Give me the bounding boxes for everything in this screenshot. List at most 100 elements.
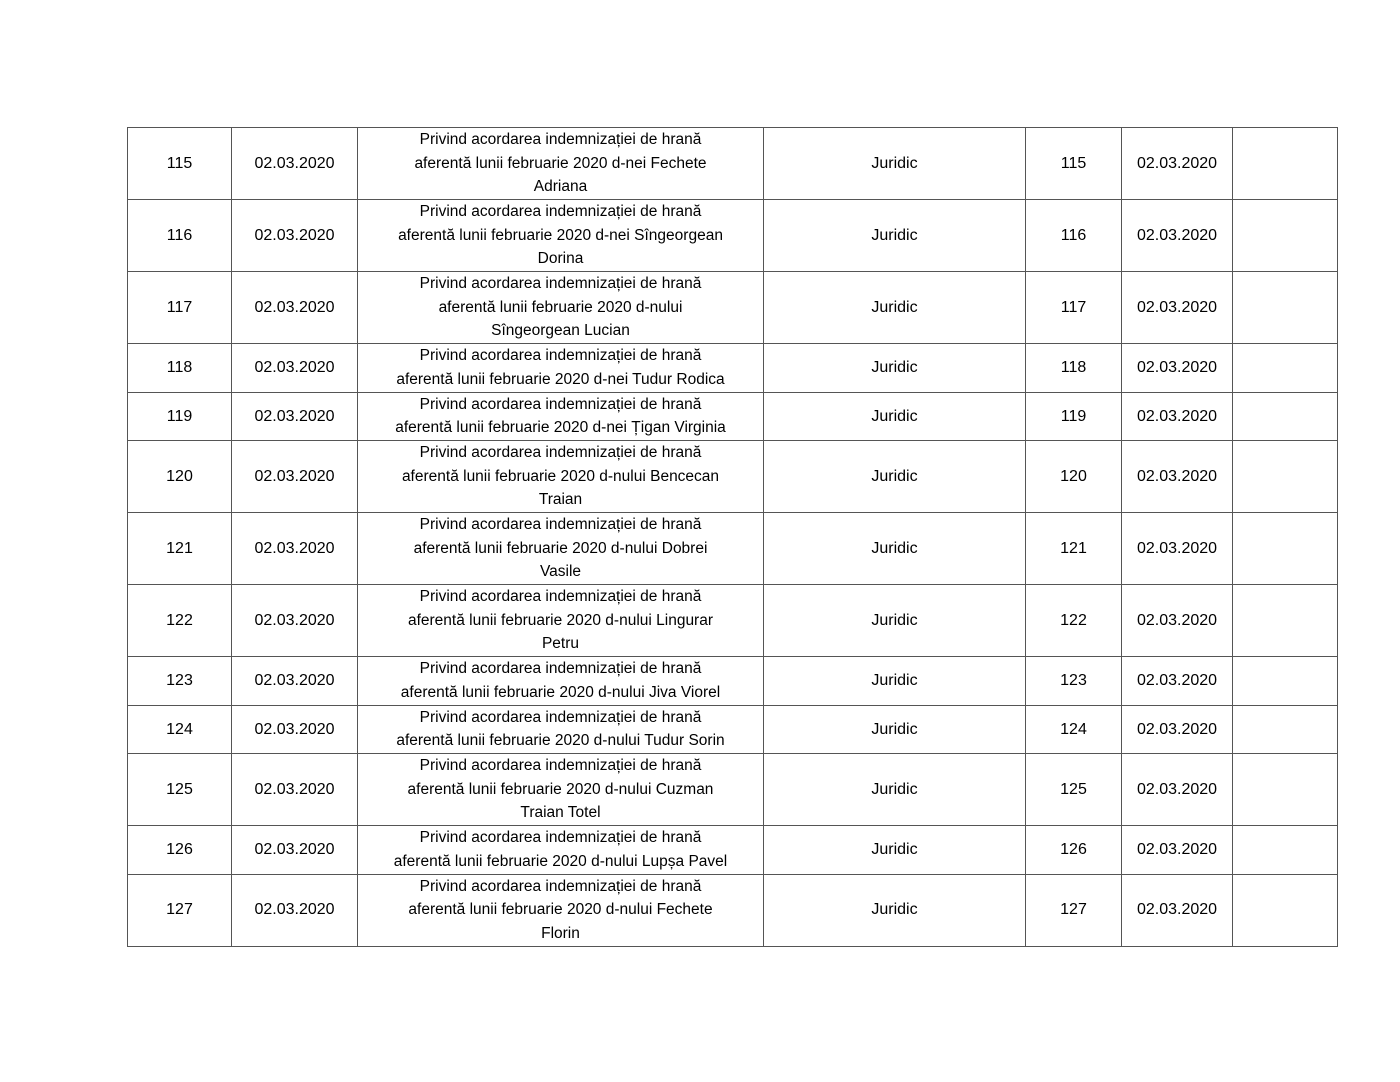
notes-cell bbox=[1232, 391, 1338, 441]
date-cell: 02.03.2020 bbox=[231, 440, 358, 513]
table-row: 119 02.03.2020 Privind acordarea indemniza… bbox=[127, 391, 1338, 441]
number-cell: 122 bbox=[127, 584, 232, 657]
number-cell-2: 115 bbox=[1025, 127, 1122, 200]
table-row: 123 02.03.2020 Privind acordarea indemniza… bbox=[127, 656, 1338, 706]
number-cell: 115 bbox=[127, 127, 232, 200]
date-cell: 02.03.2020 bbox=[231, 512, 358, 585]
date-cell: 02.03.2020 bbox=[231, 704, 358, 754]
table-row: 122 02.03.2020 Privind acordarea indemniza… bbox=[127, 584, 1338, 657]
date-cell: 02.03.2020 bbox=[231, 343, 358, 393]
number-cell-2: 121 bbox=[1025, 512, 1122, 585]
department-cell: Juridic bbox=[763, 825, 1026, 875]
notes-cell bbox=[1232, 343, 1338, 393]
notes-cell bbox=[1232, 825, 1338, 875]
description-cell: Privind acordarea indemnizației de hrană… bbox=[357, 271, 764, 344]
date-cell-2: 02.03.2020 bbox=[1121, 391, 1233, 441]
number-cell-2: 127 bbox=[1025, 873, 1122, 947]
date-cell: 02.03.2020 bbox=[231, 391, 358, 441]
table-row: 127 02.03.2020 Privind acordarea indemniza… bbox=[127, 873, 1338, 947]
notes-cell bbox=[1232, 753, 1338, 826]
notes-cell bbox=[1232, 127, 1338, 200]
notes-cell bbox=[1232, 584, 1338, 657]
table-row: 116 02.03.2020 Privind acordarea indemniza… bbox=[127, 199, 1338, 272]
description-cell: Privind acordarea indemnizației de hrană… bbox=[357, 656, 764, 706]
number-cell-2: 116 bbox=[1025, 199, 1122, 272]
date-cell-2: 02.03.2020 bbox=[1121, 584, 1233, 657]
department-cell: Juridic bbox=[763, 127, 1026, 200]
department-cell: Juridic bbox=[763, 391, 1026, 441]
number-cell-2: 120 bbox=[1025, 440, 1122, 513]
number-cell-2: 122 bbox=[1025, 584, 1122, 657]
department-cell: Juridic bbox=[763, 584, 1026, 657]
date-cell-2: 02.03.2020 bbox=[1121, 825, 1233, 875]
date-cell-2: 02.03.2020 bbox=[1121, 873, 1233, 947]
table-row: 115 02.03.2020 Privind acordarea indemniza… bbox=[127, 127, 1338, 200]
description-cell: Privind acordarea indemnizației de hrană… bbox=[357, 127, 764, 200]
table-row: 120 02.03.2020 Privind acordarea indemniza… bbox=[127, 440, 1338, 513]
date-cell: 02.03.2020 bbox=[231, 584, 358, 657]
notes-cell bbox=[1232, 873, 1338, 947]
description-cell: Privind acordarea indemnizației de hrană… bbox=[357, 825, 764, 875]
department-cell: Juridic bbox=[763, 271, 1026, 344]
table-row: 124 02.03.2020 Privind acordarea indemniza… bbox=[127, 704, 1338, 754]
number-cell-2: 123 bbox=[1025, 656, 1122, 706]
date-cell: 02.03.2020 bbox=[231, 656, 358, 706]
date-cell: 02.03.2020 bbox=[231, 753, 358, 826]
department-cell: Juridic bbox=[763, 656, 1026, 706]
description-cell: Privind acordarea indemnizației de hrană… bbox=[357, 512, 764, 585]
number-cell-2: 124 bbox=[1025, 704, 1122, 754]
number-cell: 117 bbox=[127, 271, 232, 344]
department-cell: Juridic bbox=[763, 199, 1026, 272]
number-cell: 127 bbox=[127, 873, 232, 947]
number-cell: 119 bbox=[127, 391, 232, 441]
description-cell: Privind acordarea indemnizației de hrană… bbox=[357, 584, 764, 657]
notes-cell bbox=[1232, 656, 1338, 706]
number-cell: 118 bbox=[127, 343, 232, 393]
department-cell: Juridic bbox=[763, 512, 1026, 585]
number-cell-2: 117 bbox=[1025, 271, 1122, 344]
department-cell: Juridic bbox=[763, 440, 1026, 513]
table-row: 118 02.03.2020 Privind acordarea indemniza… bbox=[127, 343, 1338, 393]
date-cell: 02.03.2020 bbox=[231, 825, 358, 875]
date-cell-2: 02.03.2020 bbox=[1121, 199, 1233, 272]
department-cell: Juridic bbox=[763, 753, 1026, 826]
department-cell: Juridic bbox=[763, 343, 1026, 393]
date-cell-2: 02.03.2020 bbox=[1121, 440, 1233, 513]
number-cell-2: 118 bbox=[1025, 343, 1122, 393]
description-cell: Privind acordarea indemnizației de hrană… bbox=[357, 440, 764, 513]
number-cell-2: 119 bbox=[1025, 391, 1122, 441]
description-cell: Privind acordarea indemnizației de hrană… bbox=[357, 873, 764, 947]
description-cell: Privind acordarea indemnizației de hrană… bbox=[357, 391, 764, 441]
number-cell: 121 bbox=[127, 512, 232, 585]
table-row: 117 02.03.2020 Privind acordarea indemniza… bbox=[127, 271, 1338, 344]
number-cell: 123 bbox=[127, 656, 232, 706]
date-cell: 02.03.2020 bbox=[231, 873, 358, 947]
number-cell: 125 bbox=[127, 753, 232, 826]
date-cell-2: 02.03.2020 bbox=[1121, 753, 1233, 826]
date-cell-2: 02.03.2020 bbox=[1121, 271, 1233, 344]
notes-cell bbox=[1232, 271, 1338, 344]
register-table: 115 02.03.2020 Privind acordarea indemniza… bbox=[127, 127, 1338, 947]
description-cell: Privind acordarea indemnizației de hrană… bbox=[357, 753, 764, 826]
number-cell: 120 bbox=[127, 440, 232, 513]
number-cell: 124 bbox=[127, 704, 232, 754]
number-cell-2: 126 bbox=[1025, 825, 1122, 875]
date-cell-2: 02.03.2020 bbox=[1121, 512, 1233, 585]
date-cell-2: 02.03.2020 bbox=[1121, 127, 1233, 200]
description-cell: Privind acordarea indemnizației de hrană… bbox=[357, 343, 764, 393]
description-cell: Privind acordarea indemnizației de hrană… bbox=[357, 704, 764, 754]
date-cell: 02.03.2020 bbox=[231, 127, 358, 200]
date-cell-2: 02.03.2020 bbox=[1121, 656, 1233, 706]
date-cell-2: 02.03.2020 bbox=[1121, 343, 1233, 393]
number-cell: 126 bbox=[127, 825, 232, 875]
notes-cell bbox=[1232, 440, 1338, 513]
table-row: 125 02.03.2020 Privind acordarea indemniza… bbox=[127, 753, 1338, 826]
date-cell: 02.03.2020 bbox=[231, 271, 358, 344]
department-cell: Juridic bbox=[763, 873, 1026, 947]
notes-cell bbox=[1232, 199, 1338, 272]
department-cell: Juridic bbox=[763, 704, 1026, 754]
notes-cell bbox=[1232, 512, 1338, 585]
date-cell: 02.03.2020 bbox=[231, 199, 358, 272]
number-cell: 116 bbox=[127, 199, 232, 272]
number-cell-2: 125 bbox=[1025, 753, 1122, 826]
